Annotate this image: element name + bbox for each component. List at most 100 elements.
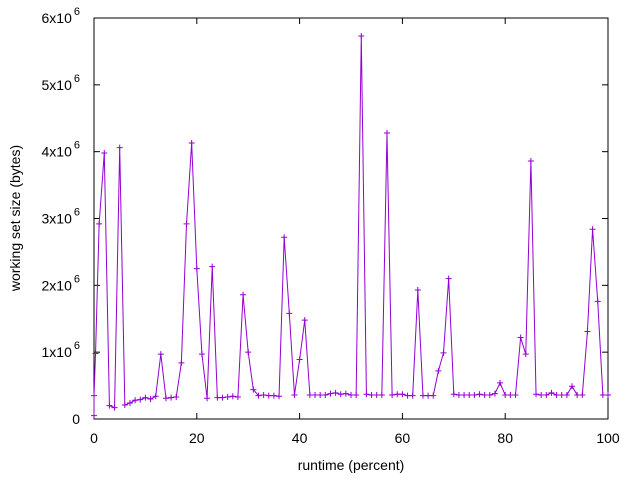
data-point: [563, 391, 570, 398]
data-point: [414, 287, 421, 294]
data-point: [455, 391, 462, 398]
x-axis-label: runtime (percent): [298, 457, 405, 473]
data-point: [589, 226, 596, 233]
data-point: [383, 129, 390, 136]
data-point: [491, 390, 498, 397]
data-point: [219, 394, 226, 401]
data-point: [92, 350, 99, 357]
data-point: [538, 391, 545, 398]
x-axis-ticks: 0 20 40 60 80 100: [90, 18, 620, 446]
data-point: [198, 351, 205, 358]
plot-area: [91, 33, 611, 419]
data-point: [317, 391, 324, 398]
data-point: [445, 275, 452, 282]
data-point: [435, 367, 442, 374]
data-point: [157, 351, 164, 358]
y-tick-label: 2x10 6: [42, 273, 80, 293]
data-point: [543, 391, 550, 398]
data-point: [126, 399, 133, 406]
data-point: [517, 334, 524, 341]
data-point: [281, 234, 288, 241]
data-point: [337, 391, 344, 398]
data-point: [605, 391, 611, 398]
data-point: [327, 390, 334, 397]
data-point: [214, 394, 221, 401]
data-point: [332, 389, 339, 396]
data-point: [260, 391, 267, 398]
data-point: [522, 351, 529, 358]
data-point: [96, 220, 103, 227]
data-point: [188, 139, 195, 146]
data-point: [373, 391, 380, 398]
y-tick-label: 4x10 6: [42, 140, 80, 160]
data-point: [574, 391, 581, 398]
data-point: [322, 391, 329, 398]
x-tick-label: 100: [596, 430, 620, 446]
data-point: [594, 298, 601, 305]
data-point: [137, 396, 144, 403]
data-point: [394, 391, 401, 398]
data-point: [342, 390, 349, 397]
data-point: [378, 391, 385, 398]
data-point: [363, 391, 370, 398]
data-point: [466, 391, 473, 398]
data-point: [476, 391, 483, 398]
data-point: [348, 391, 354, 398]
data-point: [404, 392, 411, 399]
data-point: [91, 412, 97, 419]
data-point: [245, 349, 252, 356]
data-point: [111, 404, 118, 411]
y-tick-label: 1x10 6: [42, 340, 80, 360]
plot-border: [93, 17, 609, 420]
data-point: [152, 393, 159, 400]
data-point: [224, 393, 231, 400]
data-point: [553, 391, 560, 398]
data-point: [358, 33, 365, 40]
data-point: [147, 395, 154, 402]
data-point: [229, 393, 236, 400]
data-point: [276, 393, 283, 400]
data-point: [507, 391, 514, 398]
data-point: [569, 383, 576, 390]
y-axis-ticks: 0 1x10 6 2x10 6 3x10 6 4x10 6 5x10 6 6x10 6: [42, 6, 608, 427]
data-point: [270, 392, 277, 399]
y-tick-label: 6x10 6: [42, 6, 80, 26]
data-point: [106, 402, 113, 409]
data-point: [121, 401, 128, 408]
data-point: [183, 220, 190, 227]
data-point: [255, 392, 262, 399]
data-point: [250, 386, 257, 393]
data-point: [497, 379, 504, 386]
y-axis-label: working set size (bytes): [7, 145, 23, 292]
data-point: [91, 392, 97, 399]
y-tick-label: 0: [72, 411, 80, 427]
data-point: [162, 395, 169, 402]
data-point: [512, 391, 519, 398]
data-point: [419, 392, 426, 399]
data-point: [296, 356, 303, 363]
data-point: [450, 391, 457, 398]
data-point: [173, 393, 180, 400]
data-point: [353, 391, 360, 398]
data-point: [101, 150, 108, 157]
data-point: [301, 317, 308, 324]
data-point: [425, 392, 432, 399]
data-point: [240, 291, 247, 298]
data-point: [193, 265, 200, 272]
data-point: [265, 392, 272, 399]
data-point: [312, 391, 319, 398]
data-point: [368, 391, 375, 398]
data-point: [204, 395, 211, 402]
data-point: [291, 391, 298, 398]
x-tick-label: 0: [90, 430, 98, 446]
data-point: [132, 397, 139, 404]
data-point: [599, 391, 606, 398]
data-point: [116, 144, 123, 151]
x-tick-label: 80: [497, 430, 513, 446]
data-point: [286, 310, 293, 317]
data-point: [461, 391, 468, 398]
data-point: [430, 392, 437, 399]
data-point: [178, 359, 185, 366]
x-tick-label: 20: [189, 430, 205, 446]
